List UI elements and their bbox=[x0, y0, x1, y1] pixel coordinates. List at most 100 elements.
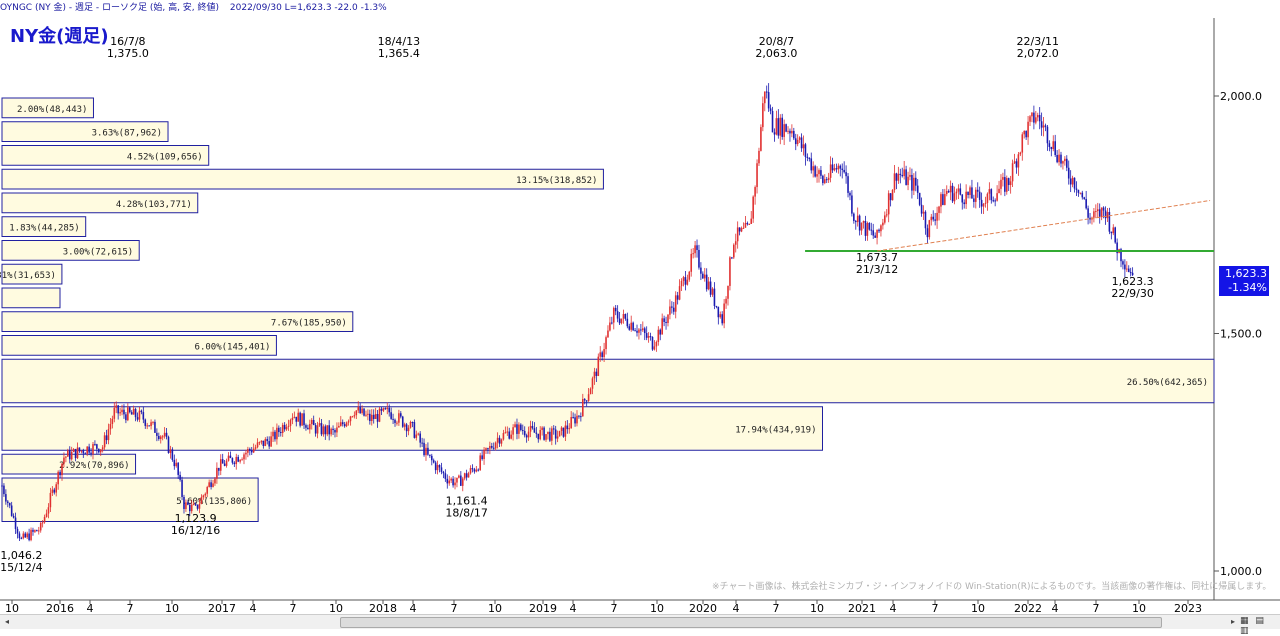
candle-body bbox=[926, 228, 929, 238]
scroll-thumb[interactable] bbox=[340, 617, 1162, 628]
volume-profile-label: 3.63%(87,962) bbox=[92, 129, 162, 139]
candle-body bbox=[173, 459, 176, 467]
candle-body bbox=[667, 314, 669, 324]
candle-body bbox=[287, 425, 290, 428]
candle-body bbox=[115, 405, 118, 408]
candle-body bbox=[407, 427, 410, 432]
candle-body bbox=[105, 435, 108, 441]
x-tick-label: 10 bbox=[5, 602, 19, 614]
candle-body bbox=[136, 417, 139, 420]
candle-body bbox=[241, 459, 243, 461]
candle-body bbox=[487, 448, 489, 450]
candle-body bbox=[1042, 125, 1045, 128]
candle-body bbox=[430, 455, 433, 461]
candle-body bbox=[647, 336, 650, 338]
candle-body bbox=[595, 371, 598, 376]
x-tick-label: 7 bbox=[611, 602, 618, 614]
candle-body bbox=[1120, 249, 1122, 262]
candle-body bbox=[1104, 210, 1107, 219]
candle-body bbox=[721, 314, 723, 324]
candle-body bbox=[460, 475, 462, 486]
x-tick-label: 2022 bbox=[1014, 602, 1042, 614]
candle-body bbox=[864, 221, 867, 236]
candle-body bbox=[221, 459, 224, 464]
candle-body bbox=[498, 437, 501, 444]
candle-body bbox=[55, 484, 58, 493]
candle-body bbox=[733, 244, 735, 258]
volume-profile-label: 1.83%(44,285) bbox=[9, 224, 79, 234]
candle-body bbox=[622, 314, 625, 319]
candle-body bbox=[254, 447, 257, 449]
candle-body bbox=[92, 444, 94, 454]
candle-body bbox=[1116, 242, 1118, 254]
annotation-price: 1,046.2 bbox=[0, 549, 42, 562]
x-tick-label: 4 bbox=[1052, 602, 1059, 614]
candle-body bbox=[744, 222, 747, 228]
scroll-left-icon[interactable]: ◂ bbox=[4, 617, 9, 626]
candle-body bbox=[423, 442, 425, 456]
candle-body bbox=[868, 222, 871, 230]
x-tick-label: 2019 bbox=[529, 602, 557, 614]
candle-body bbox=[65, 456, 67, 458]
candle-body bbox=[496, 437, 499, 443]
candle-body bbox=[1108, 211, 1111, 232]
candlestick-chart[interactable]: 2.00%(48,443) 3.63%(87,962) 4.52%(109,656)… bbox=[0, 0, 1280, 614]
candle-body bbox=[307, 427, 309, 430]
candle-body bbox=[518, 424, 520, 434]
candle-body bbox=[514, 424, 516, 428]
candle-body bbox=[491, 446, 493, 448]
candle-body bbox=[589, 388, 592, 395]
candle-body bbox=[711, 288, 714, 295]
candle-body bbox=[63, 457, 65, 464]
annotation-price: 1,123.9 bbox=[175, 512, 217, 525]
candle-body bbox=[1077, 189, 1080, 193]
candle-body bbox=[148, 425, 150, 427]
candle-body bbox=[690, 253, 693, 272]
candle-body bbox=[688, 271, 691, 280]
candle-body bbox=[756, 163, 758, 188]
candle-body bbox=[194, 504, 197, 506]
candle-body bbox=[820, 170, 822, 176]
candle-body bbox=[854, 220, 857, 223]
candle-body bbox=[293, 416, 296, 418]
candle-body bbox=[520, 424, 522, 431]
candle-body bbox=[746, 222, 749, 225]
scroll-right-icon[interactable]: ▸ bbox=[1230, 617, 1235, 626]
zoom-icon[interactable]: ▦ ▤ ▥ bbox=[1240, 616, 1266, 636]
candle-body bbox=[824, 179, 826, 184]
candle-body bbox=[1064, 158, 1066, 162]
candle-body bbox=[500, 439, 503, 444]
volume-profile-bar bbox=[1, 453, 137, 475]
candle-body bbox=[545, 434, 547, 440]
candle-body bbox=[1036, 115, 1039, 118]
candle-body bbox=[672, 307, 675, 312]
x-tick-label: 4 bbox=[570, 602, 577, 614]
candle-body bbox=[74, 449, 77, 459]
candle-body bbox=[283, 424, 286, 430]
candle-body bbox=[971, 187, 973, 199]
annotation-price: 1,623.3 bbox=[1112, 275, 1154, 288]
candle-body bbox=[686, 279, 689, 285]
candle-body bbox=[525, 435, 528, 438]
candle-body bbox=[446, 478, 449, 484]
candle-body bbox=[703, 274, 706, 279]
candle-body bbox=[945, 191, 948, 195]
candle-body bbox=[531, 425, 534, 429]
candle-body bbox=[3, 485, 5, 495]
horizontal-scrollbar[interactable]: ◂ ▸ ▦ ▤ ▥ bbox=[0, 614, 1280, 636]
candle-body bbox=[314, 425, 317, 434]
candle-body bbox=[88, 446, 90, 453]
candle-body bbox=[585, 400, 588, 402]
candle-body bbox=[45, 513, 48, 517]
candle-body bbox=[305, 425, 307, 428]
candle-body bbox=[734, 241, 737, 245]
candle-body bbox=[727, 285, 729, 299]
candle-body bbox=[272, 431, 274, 437]
candle-body bbox=[392, 418, 394, 420]
candle-body bbox=[386, 407, 389, 410]
candle-body bbox=[841, 168, 844, 170]
candle-body bbox=[312, 419, 315, 426]
candle-body bbox=[343, 424, 346, 427]
candle-body bbox=[458, 475, 460, 478]
candle-body bbox=[806, 156, 809, 158]
